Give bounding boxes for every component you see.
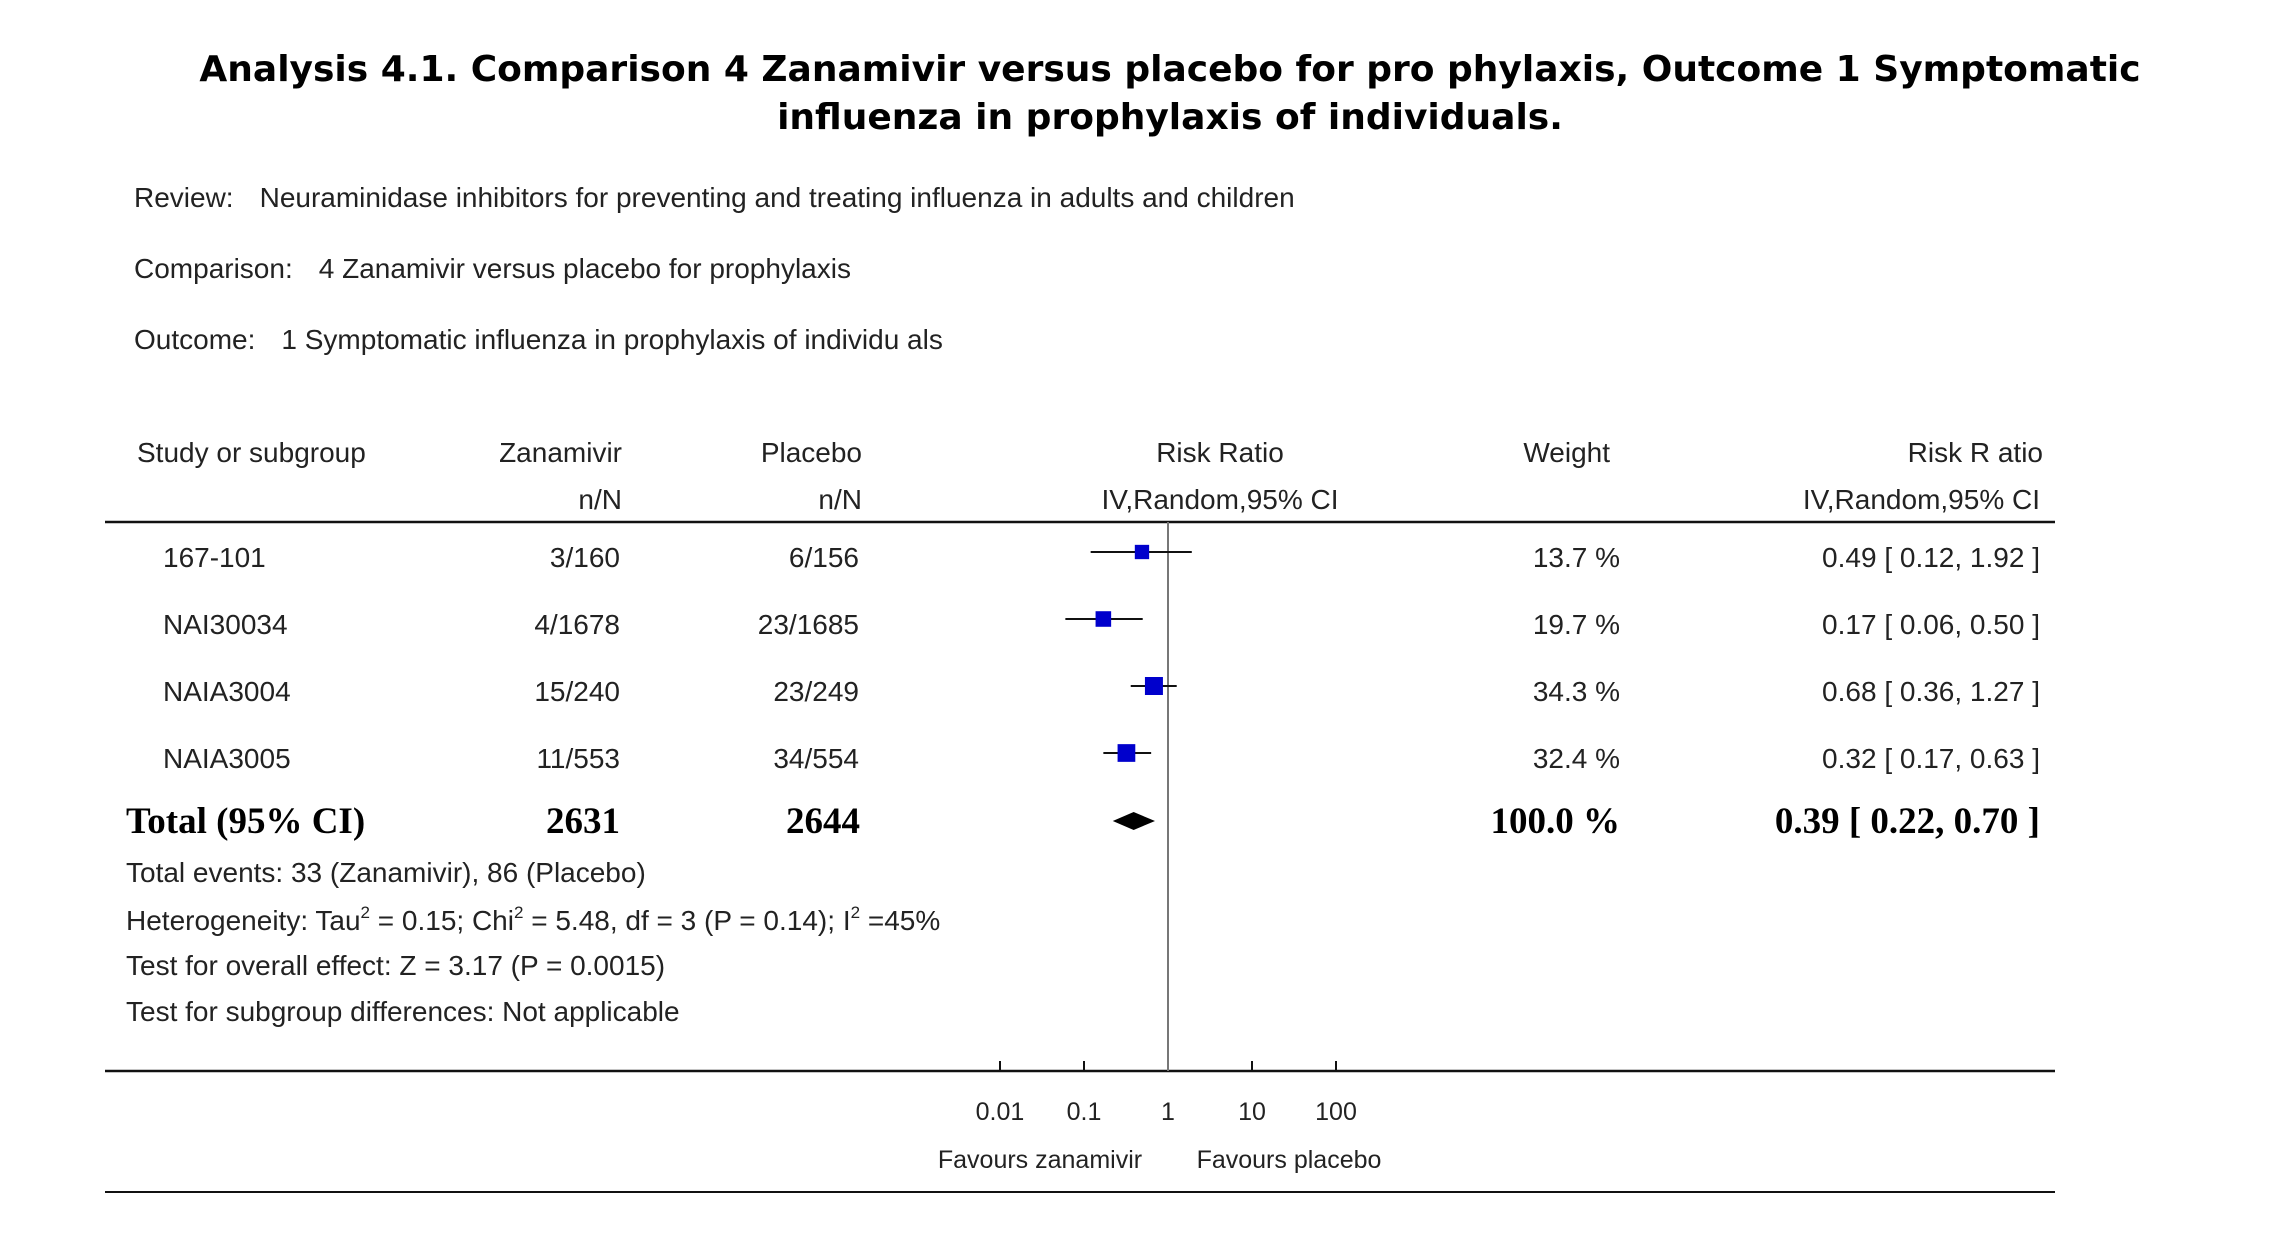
plot-marks bbox=[1065, 522, 1192, 1071]
total-weight: 100.0 % bbox=[1490, 801, 1621, 842]
header-ci: Risk R atio bbox=[1907, 437, 2043, 468]
study-weight: 32.4 % bbox=[1532, 743, 1620, 774]
subgroup-differences: Test for subgroup differences: Not appli… bbox=[126, 996, 680, 1027]
total-events: Total events: 33 (Zanamivir), 86 (Placeb… bbox=[126, 857, 646, 888]
comparison-value: 4 Zanamivir versus placebo for prophylax… bbox=[318, 253, 851, 284]
study-marker bbox=[1144, 677, 1163, 695]
overall-effect: Test for overall effect: Z = 3.17 (P = 0… bbox=[126, 950, 666, 981]
heterogeneity-chi: = 0.15; Chi bbox=[370, 905, 514, 936]
header-risk-ratio-sub: IV,Random,95% CI bbox=[1101, 484, 1339, 515]
header-weight: Weight bbox=[1523, 437, 1610, 468]
pooled-diamond bbox=[1112, 812, 1155, 830]
study-zanamivir: 11/553 bbox=[536, 743, 620, 774]
study-name: 167-101 bbox=[163, 542, 266, 573]
axis-tick-label: 0.01 bbox=[976, 1098, 1025, 1126]
study-name: NAI30034 bbox=[163, 609, 288, 640]
axis-tick-label: 100 bbox=[1315, 1098, 1357, 1126]
study-ci: 0.49 [ 0.12, 1.92 ] bbox=[1822, 542, 2040, 573]
header-placebo-sub: n/N bbox=[818, 484, 862, 515]
comparison-label: Comparison: bbox=[134, 253, 293, 284]
study-placebo: 23/1685 bbox=[757, 609, 859, 640]
review-line: Review: Neuraminidase inhibitors for prev… bbox=[134, 182, 1295, 214]
study-marker bbox=[1117, 744, 1136, 762]
x-axis: 0.01 0.1 1 10 100 bbox=[976, 1061, 1357, 1126]
heterogeneity-i2: =45% bbox=[860, 905, 941, 936]
study-weight: 34.3 % bbox=[1532, 676, 1620, 707]
study-ci: 0.17 [ 0.06, 0.50 ] bbox=[1822, 609, 2040, 640]
superscript: 2 bbox=[360, 903, 370, 922]
axis-tick-label: 1 bbox=[1161, 1098, 1175, 1126]
study-placebo: 34/554 bbox=[773, 743, 859, 774]
review-label: Review: bbox=[134, 182, 234, 213]
study-placebo: 6/156 bbox=[788, 542, 859, 573]
header-zanamivir: Zanamivir bbox=[499, 437, 622, 468]
total-label: Total (95% CI) bbox=[126, 801, 366, 842]
study-name: NAIA3005 bbox=[163, 743, 291, 774]
header-placebo: Placebo bbox=[760, 437, 862, 468]
outcome-line: Outcome: 1 Symptomatic influenza in proph… bbox=[134, 324, 943, 356]
study-zanamivir: 3/160 bbox=[549, 542, 620, 573]
header-zanamivir-sub: n/N bbox=[578, 484, 622, 515]
favours-left-label: Favours zanamivir bbox=[938, 1146, 1142, 1174]
outcome-label: Outcome: bbox=[134, 324, 256, 355]
header-ci-sub: IV,Random,95% CI bbox=[1802, 484, 2040, 515]
total-placebo: 2644 bbox=[786, 801, 860, 842]
header-risk-ratio: Risk Ratio bbox=[1156, 437, 1284, 468]
axis-tick-label: 0.1 bbox=[1067, 1098, 1102, 1126]
superscript: 2 bbox=[513, 903, 524, 922]
study-name: NAIA3004 bbox=[163, 676, 291, 707]
study-marker bbox=[1134, 544, 1150, 560]
header-study: Study or subgroup bbox=[137, 437, 366, 468]
comparison-line: Comparison: 4 Zanamivir versus placebo fo… bbox=[134, 253, 851, 285]
review-value: Neuraminidase inhibitors for preventing … bbox=[259, 182, 1295, 213]
study-marker bbox=[1095, 611, 1112, 627]
study-ci: 0.68 [ 0.36, 1.27 ] bbox=[1822, 676, 2040, 707]
axis-tick-label: 10 bbox=[1238, 1098, 1266, 1126]
heterogeneity: Heterogeneity: Tau2 = 0.15; Chi2 = 5.48,… bbox=[126, 903, 940, 937]
outcome-value: 1 Symptomatic influenza in prophylaxis o… bbox=[281, 324, 943, 355]
study-placebo: 23/249 bbox=[773, 676, 859, 707]
page-title: Analysis 4.1. Comparison 4 Zanamivir ver… bbox=[199, 49, 2141, 138]
study-weight: 13.7 % bbox=[1532, 542, 1620, 573]
superscript: 2 bbox=[850, 903, 861, 922]
heterogeneity-df: = 5.48, df = 3 (P = 0.14); I bbox=[523, 905, 851, 936]
study-weight: 19.7 % bbox=[1532, 609, 1620, 640]
study-ci: 0.32 [ 0.17, 0.63 ] bbox=[1822, 743, 2040, 774]
study-zanamivir: 4/1678 bbox=[534, 609, 620, 640]
heterogeneity-tau: Heterogeneity: Tau bbox=[126, 905, 361, 936]
study-zanamivir: 15/240 bbox=[534, 676, 620, 707]
favours-right-label: Favours placebo bbox=[1197, 1146, 1382, 1174]
total-zanamivir: 2631 bbox=[546, 801, 620, 842]
total-ci: 0.39 [ 0.22, 0.70 ] bbox=[1774, 801, 2040, 842]
